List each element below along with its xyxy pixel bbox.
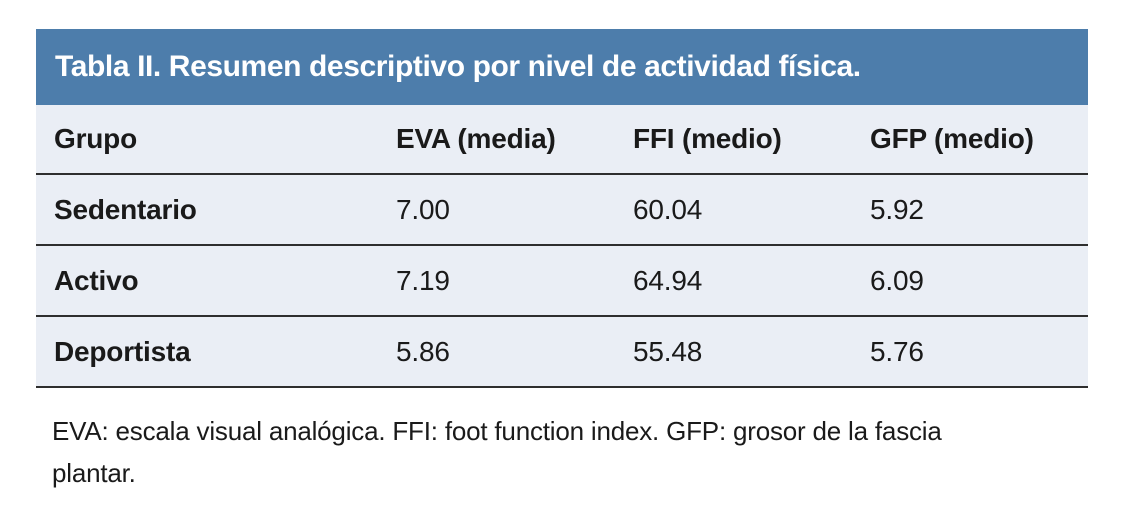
cell-sedentario-gfp: 5.92 — [852, 174, 1088, 246]
cell-deportista-ffi: 55.48 — [615, 316, 852, 388]
table-title: Tabla II. Resumen descriptivo por nivel … — [55, 50, 861, 83]
row-label-activo: Activo — [36, 245, 378, 317]
cell-deportista-eva: 5.86 — [378, 316, 615, 388]
column-header-gfp: GFP (medio) — [852, 105, 1088, 175]
row-label-sedentario: Sedentario — [36, 174, 378, 246]
cell-sedentario-ffi: 60.04 — [615, 174, 852, 246]
column-header-eva: EVA (media) — [378, 105, 615, 175]
cell-activo-ffi: 64.94 — [615, 245, 852, 317]
column-header-ffi: FFI (medio) — [615, 105, 852, 175]
footnote-line-2: plantar. — [52, 458, 136, 488]
cell-sedentario-eva: 7.00 — [378, 174, 615, 246]
table-header-row: Grupo EVA (media) FFI (medio) GFP (medio… — [36, 105, 1088, 175]
cell-activo-eva: 7.19 — [378, 245, 615, 317]
cell-deportista-gfp: 5.76 — [852, 316, 1088, 388]
column-header-grupo: Grupo — [36, 105, 378, 175]
data-table: Grupo EVA (media) FFI (medio) GFP (medio… — [36, 105, 1088, 388]
row-label-deportista: Deportista — [36, 316, 378, 388]
cell-activo-gfp: 6.09 — [852, 245, 1088, 317]
footnote-line-1: EVA: escala visual analógica. FFI: foot … — [52, 416, 942, 446]
table-row-activo: Activo 7.19 64.94 6.09 — [36, 245, 1088, 317]
table-row-sedentario: Sedentario 7.00 60.04 5.92 — [36, 174, 1088, 246]
table-title-bar: Tabla II. Resumen descriptivo por nivel … — [36, 29, 1088, 105]
table-footnote: EVA: escala visual analógica. FFI: foot … — [52, 410, 1062, 494]
table-row-deportista: Deportista 5.86 55.48 5.76 — [36, 316, 1088, 388]
